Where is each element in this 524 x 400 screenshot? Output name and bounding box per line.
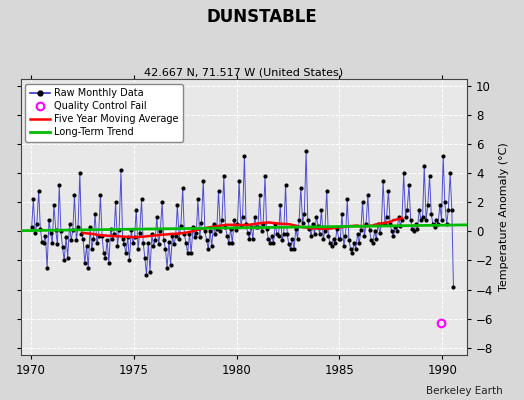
Title: 42.667 N, 71.517 W (United States): 42.667 N, 71.517 W (United States) bbox=[144, 68, 343, 78]
Legend: Raw Monthly Data, Quality Control Fail, Five Year Moving Average, Long-Term Tren: Raw Monthly Data, Quality Control Fail, … bbox=[26, 84, 183, 142]
Y-axis label: Temperature Anomaly (°C): Temperature Anomaly (°C) bbox=[499, 142, 509, 291]
Text: DUNSTABLE: DUNSTABLE bbox=[206, 8, 318, 26]
Text: Berkeley Earth: Berkeley Earth bbox=[427, 386, 503, 396]
